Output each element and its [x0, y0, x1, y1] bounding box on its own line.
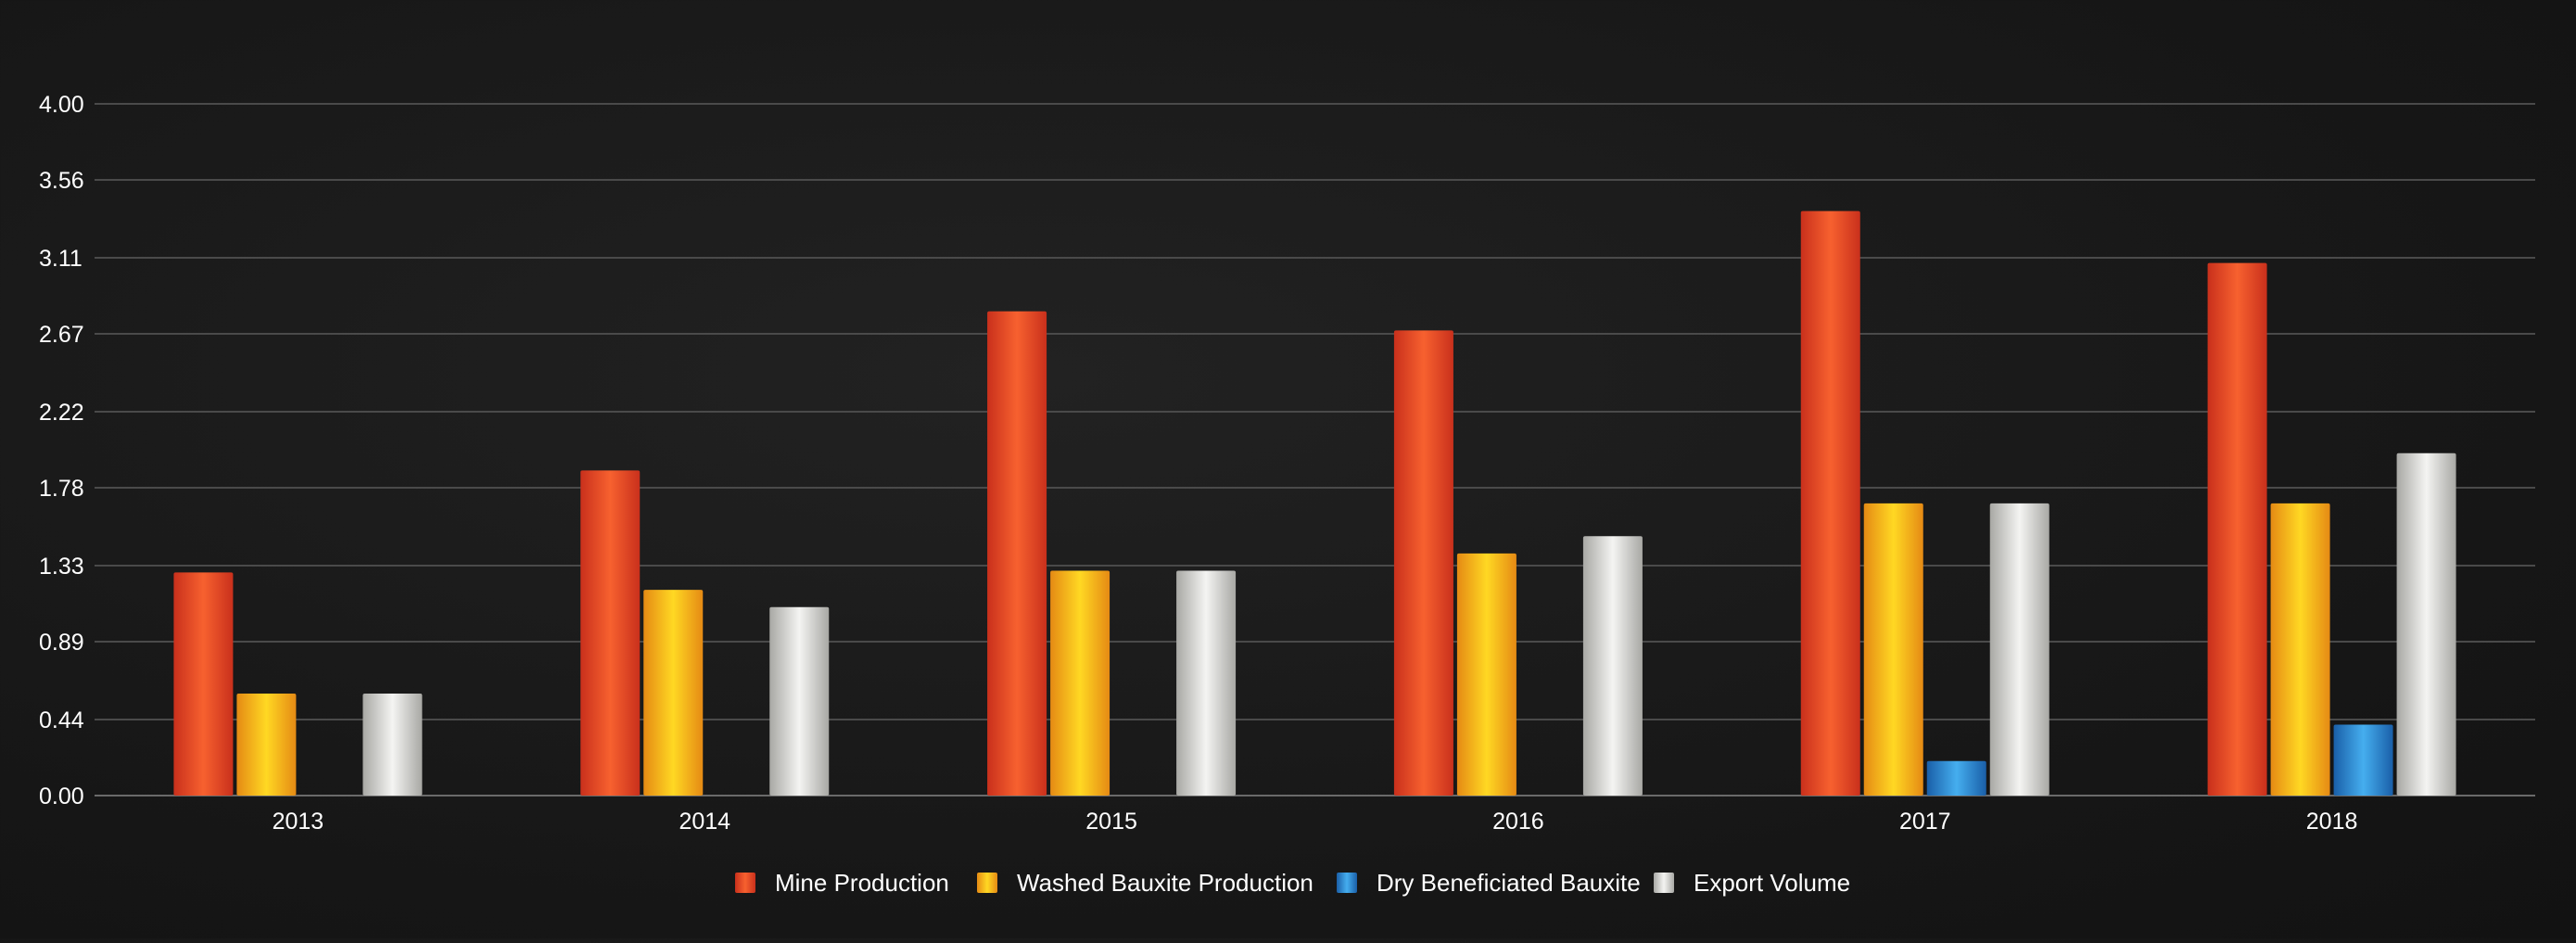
bar-mine-production-2014[interactable]	[580, 470, 641, 796]
legend-swatch	[1337, 873, 1357, 893]
bar-washed-bauxite-production-2015[interactable]	[1050, 570, 1110, 796]
bar-mine-production-2016[interactable]	[1393, 330, 1453, 796]
bar-export-volume-2018[interactable]	[2396, 452, 2456, 796]
bar-dry-beneficiated-bauxite-2017[interactable]	[1926, 760, 1986, 796]
bar-mine-production-2015[interactable]	[987, 311, 1047, 796]
bar-mine-production-2013[interactable]	[173, 572, 234, 796]
x-axis: 2013 2014 2015 2016 2017 2018	[273, 809, 2358, 835]
bar-washed-bauxite-production-2017[interactable]	[1863, 503, 1923, 796]
legend-label: Mine Production	[775, 869, 949, 897]
x-tick-label: 2015	[1085, 809, 1137, 835]
legend-item-export-volume[interactable]: Export Volume	[1654, 869, 1850, 897]
y-tick-label: 0.00	[39, 784, 84, 809]
y-axis: 0.00 0.44 0.89 1.33 1.78 2.22 2.67 3.11 3.56 4.00	[39, 92, 84, 809]
y-tick-label: 2.67	[39, 322, 84, 348]
x-tick-label: 2013	[273, 809, 324, 835]
y-tick-label: 2.22	[39, 400, 84, 426]
legend-label: Dry Beneficiated Bauxite	[1377, 869, 1641, 897]
legend-item-dry-beneficiated-bauxite[interactable]: Dry Beneficiated Bauxite	[1337, 869, 1641, 897]
y-tick-label: 1.33	[39, 554, 84, 580]
legend-label: Export Volume	[1694, 869, 1850, 897]
bar-mine-production-2017[interactable]	[1800, 210, 1860, 796]
y-tick-label: 3.56	[39, 168, 84, 194]
y-tick-label: 3.11	[39, 246, 82, 272]
legend-label: Washed Bauxite Production	[1017, 869, 1313, 897]
legend: Mine Production Washed Bauxite Production…	[735, 869, 1850, 897]
x-tick-label: 2016	[1492, 809, 1544, 835]
bar-washed-bauxite-production-2018[interactable]	[2270, 503, 2330, 796]
bar-export-volume-2013[interactable]	[362, 693, 423, 796]
y-tick-label: 0.89	[39, 630, 84, 656]
x-tick-label: 2014	[679, 809, 730, 835]
y-tick-label: 1.78	[39, 476, 84, 502]
legend-swatch	[735, 873, 755, 893]
bar-mine-production-2018[interactable]	[2207, 262, 2267, 796]
bar-export-volume-2015[interactable]	[1176, 570, 1237, 796]
legend-swatch	[977, 873, 997, 893]
legend-item-mine-production[interactable]: Mine Production	[735, 869, 949, 897]
y-tick-label: 0.44	[39, 707, 84, 733]
bar-washed-bauxite-production-2014[interactable]	[643, 590, 704, 796]
legend-swatch	[1654, 873, 1674, 893]
x-tick-label: 2017	[1899, 809, 1951, 835]
x-tick-label: 2018	[2306, 809, 2358, 835]
bars	[173, 210, 2456, 796]
bar-export-volume-2017[interactable]	[1989, 503, 2049, 796]
bar-dry-beneficiated-bauxite-2018[interactable]	[2333, 724, 2393, 796]
grid-lines	[95, 103, 2535, 796]
bar-export-volume-2016[interactable]	[1582, 536, 1643, 796]
y-tick-label: 4.00	[39, 92, 84, 118]
bar-washed-bauxite-production-2016[interactable]	[1456, 553, 1516, 796]
bar-washed-bauxite-production-2013[interactable]	[236, 693, 297, 796]
legend-item-washed-bauxite-production[interactable]: Washed Bauxite Production	[977, 869, 1313, 897]
bar-export-volume-2014[interactable]	[769, 606, 830, 796]
